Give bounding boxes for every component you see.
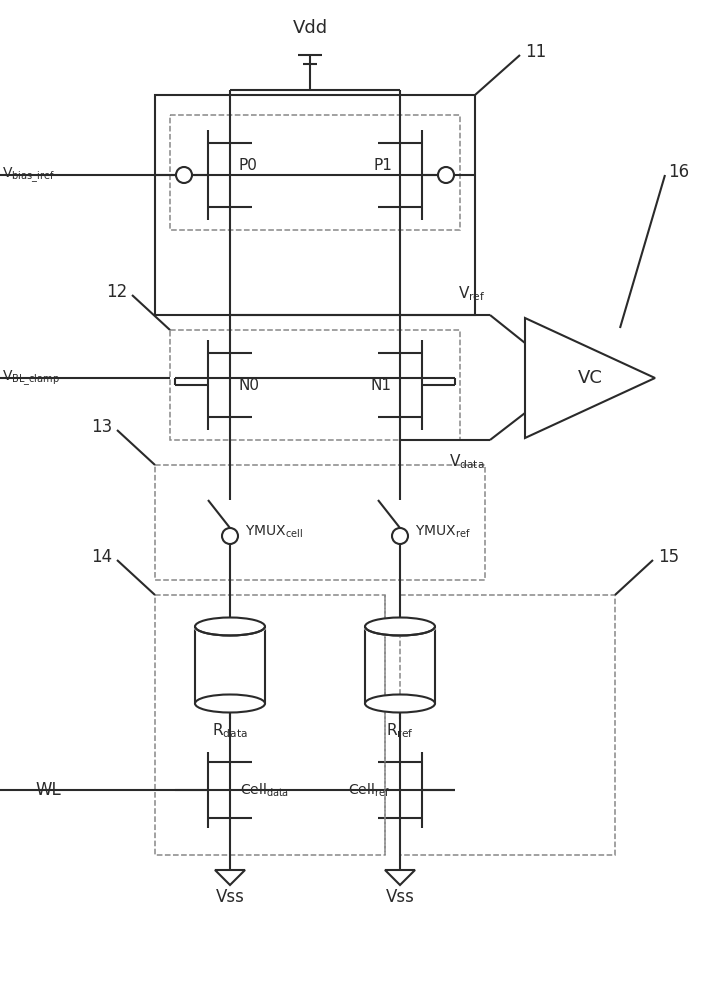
Bar — [170, 330, 460, 440]
Text: 15: 15 — [658, 548, 679, 566]
Polygon shape — [215, 870, 245, 885]
Text: 11: 11 — [525, 43, 546, 61]
Bar — [170, 115, 460, 230]
Text: 12: 12 — [106, 283, 127, 301]
Text: Cell$_{\mathrm{data}}$: Cell$_{\mathrm{data}}$ — [240, 781, 289, 799]
Text: Vdd: Vdd — [292, 19, 328, 37]
Ellipse shape — [438, 167, 454, 183]
Text: 13: 13 — [91, 418, 112, 436]
Bar — [155, 465, 485, 580]
Text: YMUX$_{\mathrm{cell}}$: YMUX$_{\mathrm{cell}}$ — [245, 524, 303, 540]
Text: P0: P0 — [238, 157, 257, 172]
Text: R$_{\mathrm{ref}}$: R$_{\mathrm{ref}}$ — [386, 721, 414, 740]
Text: R$_{\mathrm{data}}$: R$_{\mathrm{data}}$ — [212, 721, 248, 740]
Text: Vss: Vss — [386, 888, 415, 906]
Bar — [155, 595, 385, 855]
Ellipse shape — [176, 167, 192, 183]
Ellipse shape — [365, 694, 435, 712]
Text: V$_{\mathrm{data}}$: V$_{\mathrm{data}}$ — [450, 452, 485, 471]
Text: 16: 16 — [668, 163, 689, 181]
Text: P1: P1 — [373, 157, 392, 172]
Text: 14: 14 — [91, 548, 112, 566]
Text: Vss: Vss — [216, 888, 245, 906]
Ellipse shape — [195, 617, 265, 636]
Text: Cell$_{\mathrm{ref}}$: Cell$_{\mathrm{ref}}$ — [348, 781, 390, 799]
Ellipse shape — [365, 617, 435, 636]
Bar — [400, 595, 615, 855]
Text: WL: WL — [35, 781, 61, 799]
Text: V$_{\mathrm{ref}}$: V$_{\mathrm{ref}}$ — [457, 284, 485, 303]
Text: VC: VC — [578, 369, 603, 387]
Bar — [155, 95, 475, 315]
Ellipse shape — [195, 694, 265, 712]
Ellipse shape — [222, 528, 238, 544]
Text: N1: N1 — [371, 377, 392, 392]
Ellipse shape — [392, 528, 408, 544]
Text: N0: N0 — [238, 377, 259, 392]
Polygon shape — [525, 318, 655, 438]
Polygon shape — [385, 870, 415, 885]
Text: V$_{\mathrm{BL\_clamp}}$: V$_{\mathrm{BL\_clamp}}$ — [2, 368, 60, 388]
Text: V$_{\mathrm{bias\_iref}}$: V$_{\mathrm{bias\_iref}}$ — [2, 165, 55, 185]
Text: YMUX$_{\mathrm{ref}}$: YMUX$_{\mathrm{ref}}$ — [415, 524, 471, 540]
